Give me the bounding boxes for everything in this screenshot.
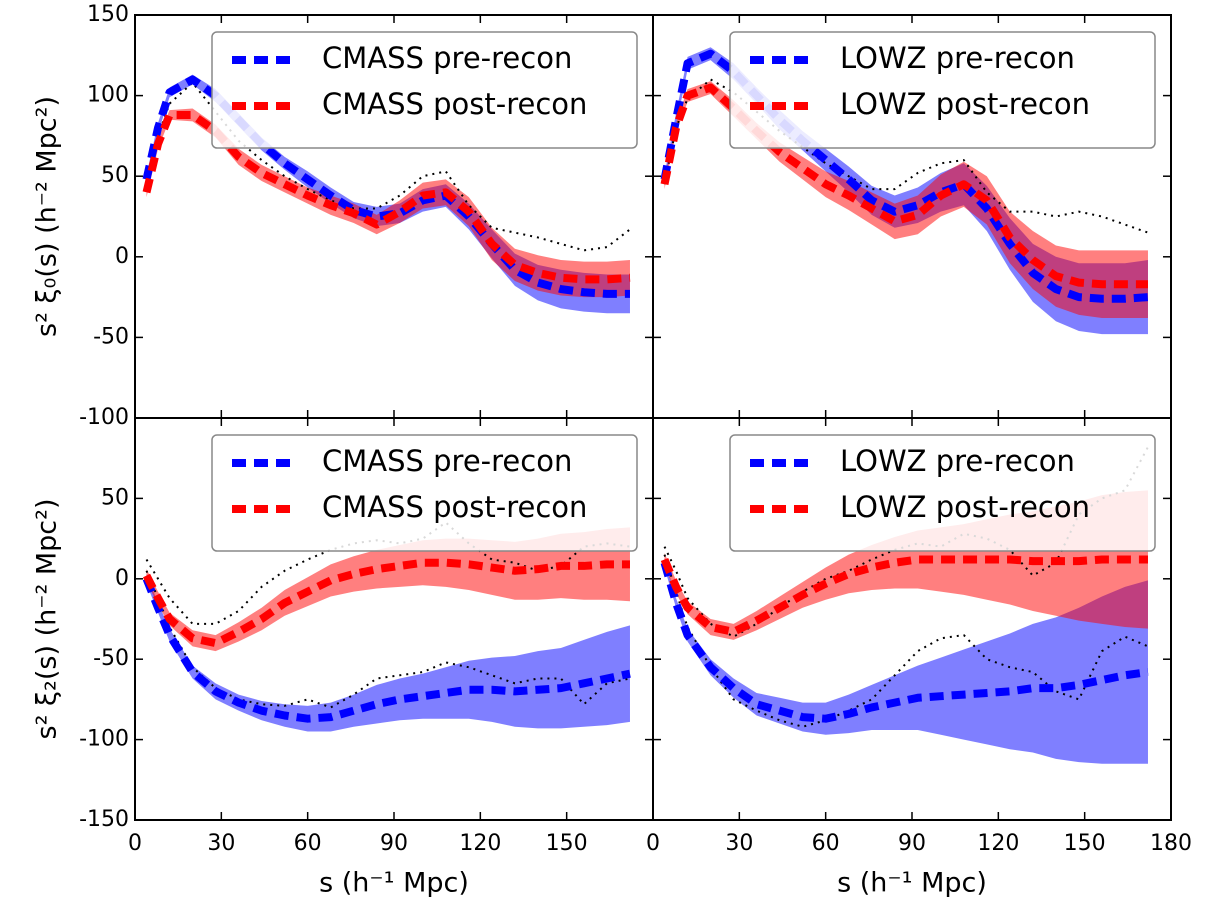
x-tick-label: 0	[646, 831, 660, 856]
legend-box	[211, 434, 638, 552]
error-band	[664, 81, 1148, 319]
y-tick-label: 150	[87, 2, 129, 27]
legend-box	[729, 31, 1156, 149]
x-tick-label: 120	[459, 831, 501, 856]
x-tick-label: 90	[898, 831, 926, 856]
legend-label: LOWZ post-recon	[840, 490, 1090, 524]
y-tick-label: -100	[79, 727, 129, 752]
plot-area	[142, 74, 631, 314]
y-tick-label: -100	[79, 405, 129, 430]
x-tick-label: 60	[294, 831, 322, 856]
y-tick-label: 100	[87, 83, 129, 108]
y-tick-label: 50	[101, 485, 129, 510]
x-tick-label: 60	[812, 831, 840, 856]
x-axis-label: s (h⁻¹ Mpc)	[319, 868, 469, 899]
dotted-line	[663, 78, 1149, 234]
y-tick-label: -50	[93, 646, 129, 671]
dashed-line	[660, 49, 1149, 303]
error-band	[146, 527, 630, 652]
x-tick-label: 180	[1150, 831, 1192, 856]
y-tick-label: -50	[93, 324, 129, 349]
x-tick-label: 120	[977, 831, 1019, 856]
dashed-line	[660, 561, 1149, 723]
plot-area	[142, 521, 631, 732]
error-band	[146, 108, 630, 298]
x-tick-label: 90	[380, 831, 408, 856]
legend-label: CMASS pre-recon	[322, 41, 572, 75]
y-axis-label: s² ξ₀(s) (h⁻² Mpc²)	[32, 96, 63, 337]
x-axis-label: s (h⁻¹ Mpc)	[837, 868, 987, 899]
legend-label: CMASS post-recon	[322, 87, 587, 121]
legend-box	[729, 434, 1156, 552]
x-tick-label: 30	[725, 831, 753, 856]
legend-label: LOWZ pre-recon	[840, 444, 1075, 478]
legend-label: CMASS pre-recon	[322, 444, 572, 478]
legend-box	[211, 31, 638, 149]
x-tick-label: 150	[546, 831, 588, 856]
dashed-line	[142, 110, 631, 284]
legend-label: CMASS post-recon	[322, 490, 587, 524]
dotted-line	[145, 81, 631, 252]
x-tick-label: 30	[207, 831, 235, 856]
dashed-line	[142, 75, 630, 298]
legend-label: LOWZ pre-recon	[840, 41, 1075, 75]
dashed-line	[660, 83, 1148, 289]
y-tick-label: 0	[115, 244, 129, 269]
dashed-line	[142, 558, 630, 648]
y-axis-label: s² ξ₂(s) (h⁻² Mpc²)	[32, 498, 63, 739]
y-tick-label: 0	[115, 566, 129, 591]
x-tick-label: 150	[1064, 831, 1106, 856]
y-tick-label: 50	[101, 163, 129, 188]
dashed-line	[142, 577, 631, 723]
dashed-line	[660, 555, 1148, 636]
error-band	[146, 573, 630, 732]
x-tick-label: 0	[128, 831, 142, 856]
y-tick-label: -150	[79, 807, 129, 832]
dotted-line	[663, 554, 1149, 728]
legend-label: LOWZ post-recon	[840, 87, 1090, 121]
